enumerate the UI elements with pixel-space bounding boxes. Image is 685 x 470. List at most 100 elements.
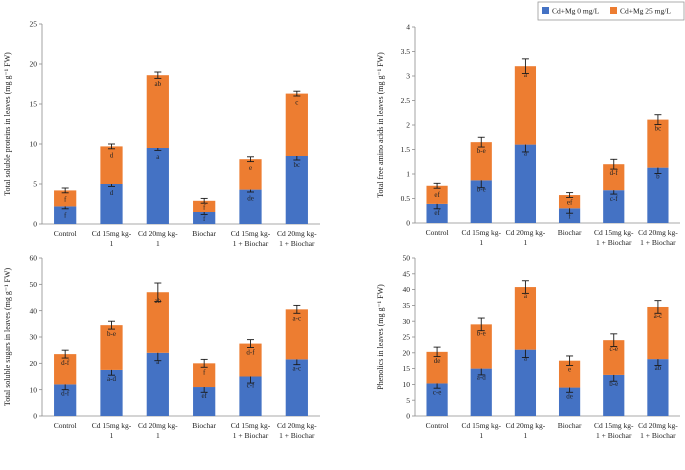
bar-cd15-biochar-mg0 (239, 189, 262, 224)
category-label-cd15: 1 (479, 238, 483, 247)
category-label-biochar: Biochar (192, 421, 216, 430)
significance-label: a-c (654, 312, 663, 320)
significance-label: f (568, 213, 571, 221)
significance-label: ab (155, 297, 162, 305)
y-tick-label: 2.5 (401, 96, 411, 105)
category-label-biochar: Biochar (558, 228, 582, 237)
category-label-cd20-biochar: 1 + Biochar (640, 238, 676, 247)
y-axis-title: Phenolics in leaves (mg g⁻¹ FW) (376, 284, 385, 390)
legend: Cd+Mg 0 mg/L Cd+Mg 25 mg/L (537, 1, 685, 21)
legend-swatch-blue (542, 7, 549, 14)
category-label-cd15-biochar: 1 + Biochar (596, 431, 632, 440)
category-label-cd15-biochar: Cd 15mg kg- (231, 229, 271, 238)
bar-cd20-biochar-mg25 (647, 119, 669, 168)
bar-control-mg25 (54, 354, 77, 385)
bar-cd15-mg0 (470, 368, 492, 416)
y-tick-label: 20 (30, 60, 38, 69)
category-label-control: Control (54, 421, 77, 430)
bar-control-mg25 (426, 351, 448, 384)
category-label-cd20-biochar: 1 + Biochar (640, 431, 676, 440)
bar-cd20-biochar-mg0 (647, 359, 669, 416)
category-label-cd20-biochar: Cd 20mg kg- (638, 228, 678, 237)
significance-label: b-e (107, 330, 116, 338)
significance-label: a (524, 150, 528, 158)
significance-label: a (524, 355, 528, 363)
significance-label: c-f (247, 382, 255, 390)
y-tick-label: 10 (403, 380, 411, 389)
bar-biochar-mg0 (193, 212, 216, 224)
significance-label: d (110, 189, 114, 197)
y-tick-label: 5 (33, 180, 37, 189)
category-label-cd15: Cd 15mg kg- (461, 421, 501, 430)
category-label-cd20: 1 (156, 431, 160, 440)
bar-cd20-mg25 (146, 75, 169, 148)
significance-label: a-c (293, 314, 302, 322)
category-label-biochar: Biochar (558, 421, 582, 430)
y-tick-label: 10 (30, 140, 38, 149)
bar-cd20-mg25 (514, 287, 537, 350)
bar-cd15-mg25 (470, 142, 492, 181)
significance-label: d-f (246, 349, 255, 357)
significance-label: f (203, 368, 206, 376)
chart-free-amino-acids: 0 0.5 1 1.5 2 2.5 3 3.5 4 Total free amino acids … (376, 23, 680, 247)
y-tick-label: 25 (30, 20, 38, 29)
significance-label: a-d (107, 375, 116, 383)
bar-cd15-mg0 (470, 180, 492, 223)
y-tick-label: 3 (406, 72, 410, 81)
legend-swatch-orange (610, 7, 617, 14)
category-label-cd20: 1 (524, 431, 528, 440)
y-tick-label: 10 (30, 385, 38, 394)
bar-cd15-mg25 (100, 146, 123, 184)
y-tick-label: 1 (406, 170, 410, 179)
significance-label: a-c (293, 364, 302, 372)
bar-control-mg25 (426, 185, 448, 204)
bar-cd20-mg0 (514, 349, 537, 416)
bar-cd15-mg25 (100, 325, 123, 370)
category-label-control: Control (54, 229, 77, 238)
bar-biochar-mg25 (558, 195, 581, 209)
bar-cd15-biochar-mg25 (239, 159, 262, 190)
significance-label: ab (155, 80, 162, 88)
significance-label: e (249, 164, 252, 172)
category-label-cd20-biochar: 1 + Biochar (279, 239, 315, 248)
bar-control-mg25 (54, 190, 77, 207)
y-tick-label: 0 (33, 412, 37, 421)
significance-label: bc (294, 161, 301, 169)
bar-cd20-mg0 (146, 352, 169, 416)
y-tick-label: 2 (406, 121, 410, 130)
bar-biochar-mg0 (558, 208, 581, 223)
y-tick-label: 0 (406, 412, 410, 421)
category-label-control: Control (426, 228, 449, 237)
significance-label: c-f (610, 195, 618, 203)
legend-label-mg0: Cd+Mg 0 mg/L (552, 7, 600, 16)
category-label-control: Control (426, 421, 449, 430)
category-label-cd20: Cd 20mg kg- (506, 228, 546, 237)
bar-control-mg0 (54, 206, 77, 224)
category-label-cd15: Cd 15mg kg- (92, 229, 132, 238)
significance-label: de (566, 393, 573, 401)
y-axis-title: Total soluble sugars in leaves (mg g⁻¹ F… (3, 268, 12, 407)
bar-cd15-biochar-mg25 (239, 343, 262, 377)
significance-label: ef (434, 209, 440, 217)
bar-biochar-mg25 (193, 200, 216, 212)
category-label-cd15: 1 (479, 431, 483, 440)
bar-control-mg0 (54, 384, 77, 416)
category-label-cd20-biochar: 1 + Biochar (279, 431, 315, 440)
category-label-cd15: Cd 15mg kg- (461, 228, 501, 237)
significance-label: c-e (433, 388, 442, 396)
legend-label-mg25: Cd+Mg 25 mg/L (620, 7, 671, 16)
bar-biochar-mg0 (558, 387, 581, 416)
y-axis-title: Total soluble proteins in leaves (mg g⁻¹… (3, 52, 12, 196)
significance-label: a (156, 153, 160, 161)
significance-label: d-f (610, 169, 619, 177)
bar-cd20-mg25 (514, 66, 537, 145)
significance-label: f (203, 203, 206, 211)
bar-cd20-biochar-mg25 (285, 309, 308, 360)
bar-cd20-biochar-mg0 (285, 156, 308, 224)
bar-cd15-biochar-mg0 (603, 190, 625, 223)
chart-soluble-proteins: 0 5 10 15 20 25 Total soluble proteins in leav… (3, 20, 320, 248)
y-tick-label: 50 (403, 254, 411, 263)
bar-biochar-mg25 (193, 363, 216, 388)
bar-cd15-biochar-mg25 (603, 340, 625, 375)
y-tick-label: 40 (30, 306, 38, 315)
